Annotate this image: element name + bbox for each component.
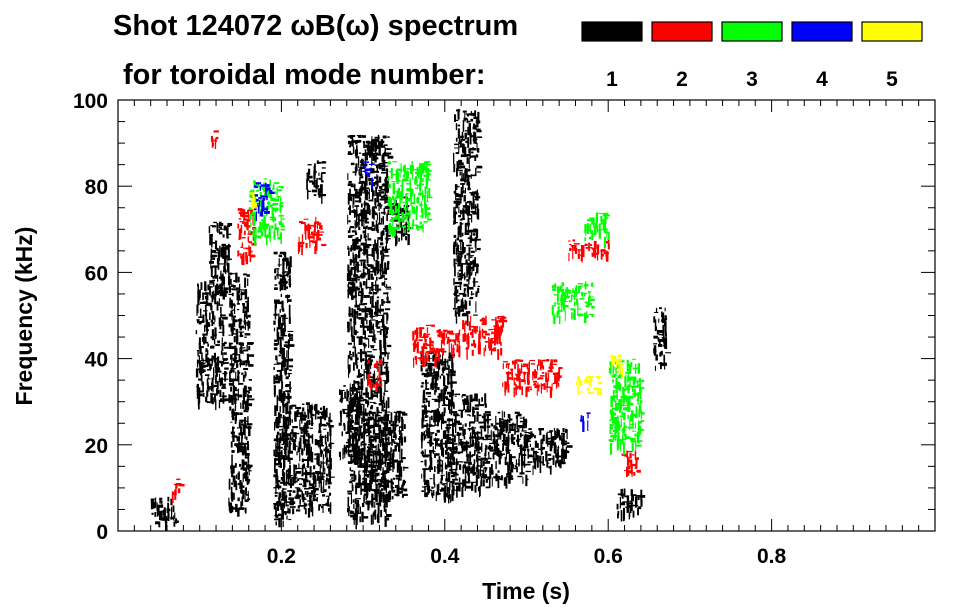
mode-1-region-16	[616, 488, 646, 522]
legend-swatch-mode-2	[651, 21, 713, 42]
mode-5-region-1	[575, 375, 603, 396]
mode-4-series	[253, 161, 591, 432]
legend-swatch-mode-5	[861, 21, 923, 42]
x-tick-label-1: 0.4	[430, 545, 460, 568]
mode-1-region-1	[195, 281, 230, 411]
mode-1-region-3	[228, 272, 255, 517]
mode-2-region-8	[568, 238, 610, 263]
x-axis-label: Time (s)	[482, 578, 570, 604]
y-tick-label-3: 60	[85, 262, 108, 285]
mode-3-series	[248, 161, 645, 455]
mode-1-region-5	[281, 402, 335, 518]
mode-2-series	[171, 130, 641, 503]
legend-label-mode-5: 5	[886, 68, 898, 91]
legend-swatch-mode-4	[791, 21, 853, 42]
mode-4-region-1	[363, 161, 375, 189]
y-tick-label-0: 0	[96, 521, 108, 544]
mode-1-region-0	[150, 496, 179, 531]
mode-4-region-0	[253, 182, 275, 222]
mode-4-region-2	[579, 412, 591, 432]
y-tick-label-2: 40	[85, 349, 108, 372]
legend-label-mode-4: 4	[816, 68, 828, 91]
mode-2-region-9	[621, 450, 641, 477]
chart-subtitle: for toroidal mode number:	[123, 59, 486, 91]
mode-2-region-0	[171, 478, 185, 503]
mode-5-series	[249, 192, 624, 396]
x-tick-label-3: 0.8	[757, 545, 787, 568]
mode-2-region-7	[502, 359, 563, 398]
y-tick-label-5: 100	[73, 90, 108, 113]
mode-5-region-2	[608, 354, 624, 379]
mode-1-region-17	[653, 307, 672, 371]
mode-1-region-13	[453, 108, 483, 326]
y-tick-label-4: 80	[85, 176, 108, 199]
legend-label-mode-2: 2	[676, 68, 688, 91]
legend: 1 2 3 4 5	[581, 21, 923, 91]
mode-1-region-2	[208, 221, 233, 300]
y-axis-label: Frequency (kHz)	[11, 227, 37, 406]
mode-3-region-2	[551, 281, 595, 325]
mode-1-region-14	[485, 410, 531, 489]
mode-2-region-3	[367, 359, 383, 392]
mode-1-region-4	[273, 251, 296, 528]
mode-1-region-15	[526, 428, 573, 476]
mode-1-region-6	[306, 160, 327, 204]
mode-2-region-4	[412, 324, 441, 368]
mode-1-region-11	[420, 350, 458, 504]
mode-3-region-4	[608, 358, 645, 455]
mode-2-region-10	[210, 130, 219, 149]
x-tick-label-2: 0.6	[594, 545, 623, 568]
mode-5-region-0	[249, 192, 258, 210]
mode-1-region-12	[444, 393, 492, 498]
legend-swatch-mode-1	[581, 21, 643, 42]
mode-3-region-1	[387, 161, 433, 237]
mode-2-region-2	[297, 216, 327, 256]
mode-3-region-3	[584, 212, 611, 248]
legend-label-mode-3: 3	[746, 68, 758, 91]
axis-ticks: 0.2 0.4 0.6 0.8 0 20 40 60 80 100	[73, 90, 935, 568]
mode-2-region-5	[437, 328, 503, 362]
legend-swatch-mode-3	[721, 21, 783, 42]
mode-1-series	[150, 108, 672, 531]
x-tick-label-0: 0.2	[267, 545, 296, 568]
legend-label-mode-1: 1	[606, 68, 618, 91]
y-tick-label-1: 20	[85, 435, 108, 458]
chart-title: Shot 124072 ωB(ω) spectrum	[113, 10, 518, 42]
mode-2-region-6	[462, 315, 508, 338]
spectrum-marks	[150, 108, 672, 531]
